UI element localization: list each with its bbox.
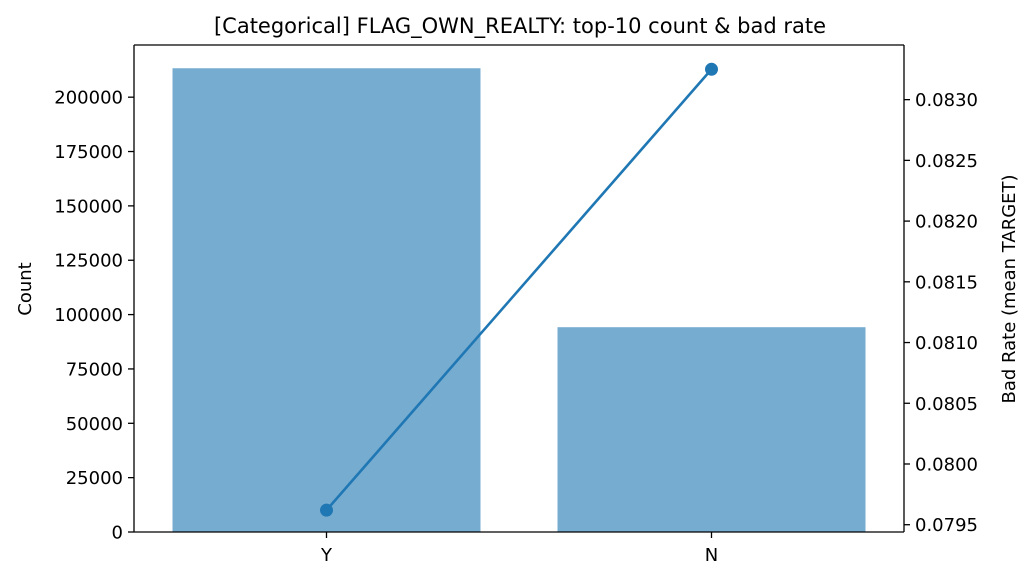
x-tick-label: Y bbox=[320, 545, 333, 566]
y-tick-label: 25000 bbox=[66, 468, 123, 489]
y-tick-label: 100000 bbox=[54, 305, 123, 326]
bars-layer bbox=[172, 68, 866, 533]
y2-tick-label: 0.0810 bbox=[915, 333, 978, 354]
bad-rate-point-N bbox=[705, 62, 718, 76]
bad-rate-line bbox=[325, 68, 713, 511]
y2-tick-label: 0.0800 bbox=[915, 454, 978, 475]
chart-title: [Categorical] FLAG_OWN_REALTY: top-10 co… bbox=[214, 14, 826, 39]
y-tick-label: 125000 bbox=[54, 251, 123, 272]
bar-N bbox=[557, 327, 866, 532]
axes-layer bbox=[133, 44, 905, 533]
y-tick-label: 200000 bbox=[54, 88, 123, 109]
y2-tick-label: 0.0825 bbox=[915, 151, 978, 172]
y2-tick-label: 0.0795 bbox=[915, 515, 978, 536]
bad-rate-point-Y bbox=[320, 503, 333, 517]
bar-Y bbox=[172, 68, 481, 533]
y-tick-label: 150000 bbox=[54, 196, 123, 217]
y-tick-label: 175000 bbox=[54, 142, 123, 163]
ticks-layer: 0 25000 50000 75000 100000 125000 150000 175000… bbox=[54, 88, 978, 566]
bad-rate-line-layer bbox=[320, 62, 718, 517]
y2-axis-label: Bad Rate (mean TARGET) bbox=[999, 174, 1020, 403]
y2-tick-label: 0.0805 bbox=[915, 394, 978, 415]
y-axis-label: Count bbox=[15, 262, 36, 315]
x-tick-label: N bbox=[705, 545, 718, 566]
y2-tick-label: 0.0830 bbox=[915, 90, 978, 111]
y2-tick-label: 0.0820 bbox=[915, 212, 978, 233]
y2-tick-label: 0.0815 bbox=[915, 272, 978, 293]
y-tick-label: 50000 bbox=[66, 414, 123, 435]
y-tick-label: 75000 bbox=[66, 359, 123, 380]
y-tick-label: 0 bbox=[112, 523, 123, 544]
